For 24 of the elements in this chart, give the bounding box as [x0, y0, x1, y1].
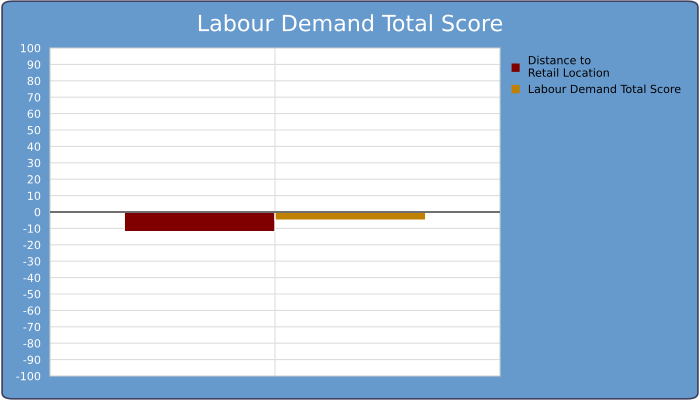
y-tick-label: -90 [23, 356, 40, 364]
y-tick-label: 80 [28, 76, 40, 86]
y-tick-label: 60 [28, 110, 40, 118]
y-tick-label: -20 [23, 240, 40, 250]
y-tick-label: -80 [23, 339, 40, 348]
y-tick-label: 40 [27, 142, 40, 151]
y-tick-label: -40 [23, 274, 40, 282]
legend-label: Labour Demand Total Score [528, 84, 680, 94]
y-tick-label: 30 [28, 158, 40, 168]
y-tick-label: -100 [16, 372, 40, 380]
y-tick-label: 0 [34, 208, 40, 216]
y-tick-label: -30 [23, 257, 40, 266]
y-tick-label: -70 [23, 322, 40, 332]
y-tick-label: 10 [28, 192, 40, 200]
y-tick-label: -50 [23, 290, 40, 298]
y-tick-label: 90 [28, 60, 40, 69]
y-tick-label: 50 [28, 126, 40, 134]
chart-title: Labour Demand Total Score [198, 14, 502, 32]
y-tick-label: -10 [23, 224, 40, 233]
y-tick-label: 70 [28, 93, 40, 102]
y-tick-label: 20 [28, 175, 40, 184]
y-tick-label: -60 [23, 306, 40, 315]
y-tick-label: 100 [20, 44, 40, 52]
legend-label: Distance to Retail Location [528, 56, 609, 77]
